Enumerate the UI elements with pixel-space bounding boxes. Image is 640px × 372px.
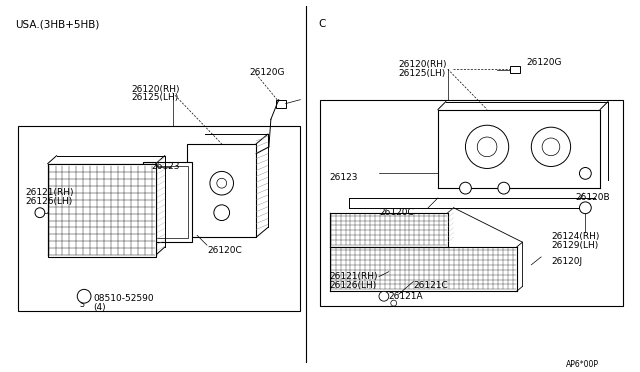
Circle shape	[477, 137, 497, 157]
Text: USA.(3HB+5HB): USA.(3HB+5HB)	[15, 19, 100, 29]
Text: 26121(RH): 26121(RH)	[330, 272, 378, 280]
Text: (4): (4)	[93, 303, 106, 312]
Text: 08510-52590: 08510-52590	[93, 294, 154, 303]
Text: 26120C: 26120C	[207, 246, 242, 255]
Circle shape	[542, 138, 560, 156]
Text: 26125(LH): 26125(LH)	[131, 93, 179, 102]
Circle shape	[391, 300, 397, 306]
Circle shape	[579, 167, 591, 179]
Text: 26121A: 26121A	[388, 292, 424, 301]
Text: 26125(LH): 26125(LH)	[399, 69, 446, 78]
Text: 26120B: 26120B	[575, 193, 610, 202]
Circle shape	[460, 182, 471, 194]
Circle shape	[498, 182, 509, 194]
Text: 26123: 26123	[151, 161, 179, 171]
Text: 26121(RH): 26121(RH)	[25, 188, 74, 197]
Circle shape	[579, 202, 591, 214]
Circle shape	[210, 171, 234, 195]
Text: 26120J: 26120J	[551, 257, 582, 266]
Circle shape	[35, 208, 45, 218]
Text: 26120C: 26120C	[379, 208, 413, 217]
Text: 26120G: 26120G	[249, 68, 285, 77]
Text: 26129(LH): 26129(LH)	[551, 241, 598, 250]
Bar	[148, 166, 188, 238]
Text: S: S	[79, 300, 84, 309]
Bar	[188, 144, 256, 237]
Text: 26120(RH): 26120(RH)	[131, 85, 180, 94]
Bar	[48, 164, 156, 257]
Circle shape	[214, 205, 230, 221]
Bar	[320, 100, 623, 306]
Bar	[143, 161, 192, 242]
Bar	[509, 66, 520, 73]
Circle shape	[531, 127, 571, 167]
Circle shape	[465, 125, 509, 169]
Text: AP6*00P: AP6*00P	[566, 360, 598, 369]
Text: 26126(LH): 26126(LH)	[330, 280, 377, 289]
Text: 26120G: 26120G	[526, 58, 562, 67]
Bar	[276, 100, 285, 108]
Circle shape	[77, 289, 91, 303]
Text: 26120(RH): 26120(RH)	[399, 60, 447, 69]
Text: 26123: 26123	[330, 173, 358, 182]
Bar	[19, 126, 300, 311]
Text: 26126(LH): 26126(LH)	[25, 197, 72, 206]
Circle shape	[379, 291, 388, 301]
Text: 26121C: 26121C	[413, 282, 448, 291]
Text: 26124(RH): 26124(RH)	[551, 232, 599, 241]
Circle shape	[217, 178, 227, 188]
Text: C: C	[318, 19, 325, 29]
